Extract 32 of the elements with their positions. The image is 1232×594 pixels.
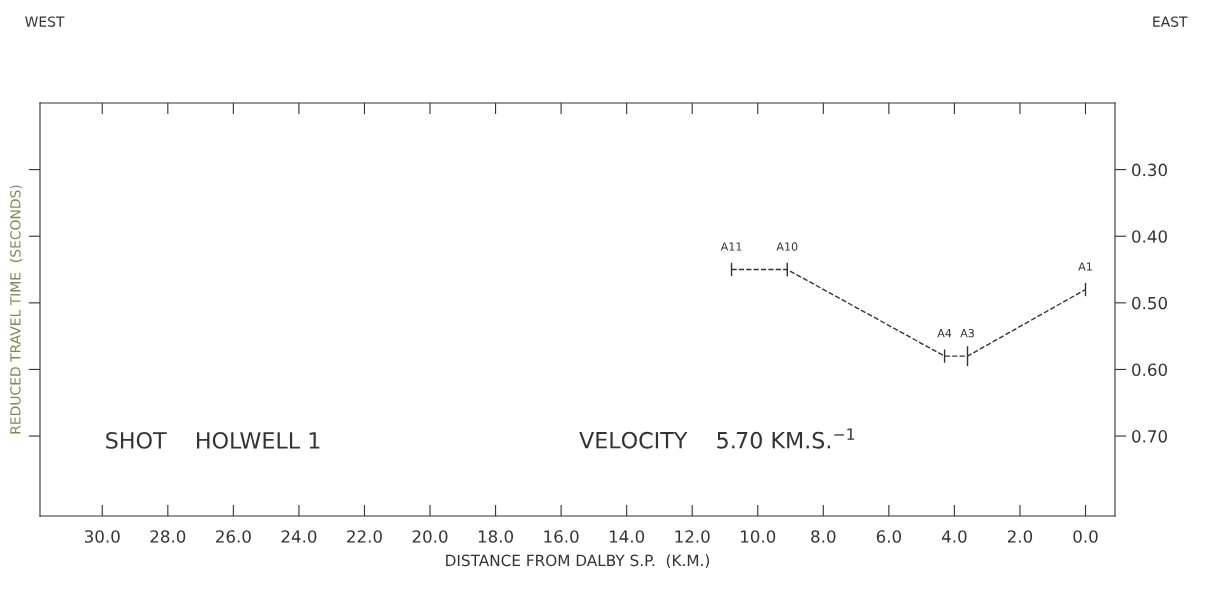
x-tick-label: 12.0 [675,530,710,543]
x-tick-label: 18.0 [478,530,514,543]
x-tick-label: 20.0 [412,530,448,543]
y-tick-label: 0.30 [1132,163,1167,177]
x-tick-label: 2.0 [1007,530,1033,543]
x-tick-label: 26.0 [216,530,251,543]
y-tick-label: 0.60 [1132,363,1167,377]
y-tick-label: 0.70 [1132,430,1167,443]
x-tick-label: 10.0 [741,530,776,543]
annotation: A10 [776,242,798,251]
x-tick-label: 24.0 [281,530,317,543]
annotation: A4 [937,329,952,338]
x-tick-label: 14.0 [609,530,645,543]
annotation: A1 [1078,262,1092,271]
annotation: VELOCITY 5.70 KM.S.$^{−1}$ [579,428,855,449]
x-tick-label: 22.0 [347,530,382,543]
annotation: A3 [960,328,974,338]
x-tick-label: 6.0 [876,530,901,543]
x-axis-title: DISTANCE FROM DALBY S.P. (K.M.) [446,554,710,568]
x-tick-label: 0.0 [1073,530,1098,543]
text: EAST [1153,16,1188,27]
annotation: A11 [720,242,742,251]
x-tick-label: 28.0 [150,530,186,543]
annotation: SHOT HOLWELL 1 [106,431,320,449]
x-tick-label: 30.0 [84,530,120,543]
y-axis-title: REDUCED TRAVEL TIME (SECONDS) [9,185,23,434]
x-tick-label: 4.0 [941,530,967,543]
x-tick-label: 8.0 [811,530,836,543]
x-tick-label: 16.0 [544,530,579,543]
y-tick-label: 0.40 [1132,230,1167,243]
y-tick-label: 0.50 [1132,296,1167,310]
text: WEST [25,16,65,27]
